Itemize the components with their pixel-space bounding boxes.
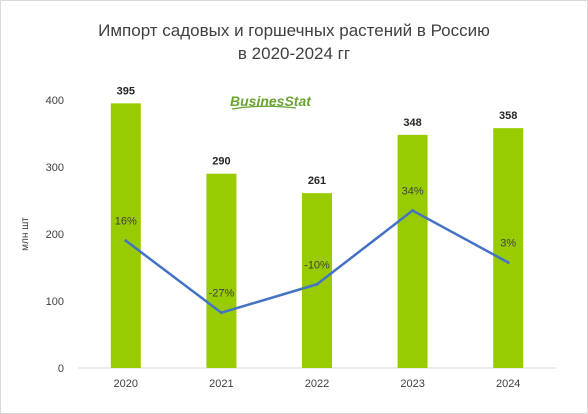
bar-value-label: 261 bbox=[308, 175, 326, 187]
growth-point bbox=[506, 260, 510, 264]
bar-value-label: 358 bbox=[499, 110, 517, 122]
bar bbox=[397, 134, 428, 368]
growth-label: 16% bbox=[115, 216, 137, 228]
y-tick-label: 0 bbox=[58, 363, 64, 375]
bar bbox=[206, 173, 237, 368]
growth-label: -27% bbox=[209, 288, 235, 300]
x-tick-label: 2020 bbox=[114, 378, 138, 390]
bar bbox=[493, 128, 524, 368]
y-tick-label: 100 bbox=[46, 296, 64, 308]
y-tick-label: 200 bbox=[46, 229, 64, 241]
chart-title-line1: Импорт садовых и горшечных растений в Ро… bbox=[98, 21, 490, 40]
growth-point bbox=[411, 209, 415, 213]
growth-point bbox=[315, 282, 319, 286]
x-tick-label: 2023 bbox=[400, 378, 424, 390]
x-tick-label: 2022 bbox=[305, 378, 329, 390]
y-tick-label: 400 bbox=[46, 95, 64, 107]
bar-value-label: 290 bbox=[212, 156, 230, 168]
businesstat-logo: BusinesStat bbox=[230, 93, 312, 109]
bar-value-label: 348 bbox=[403, 117, 421, 129]
growth-point bbox=[124, 239, 128, 243]
chart-title-line2: в 2020-2024 гг bbox=[237, 44, 351, 63]
bar bbox=[110, 103, 141, 368]
growth-label: 34% bbox=[402, 186, 424, 198]
growth-label: -10% bbox=[304, 259, 330, 271]
growth-label: 3% bbox=[500, 237, 516, 249]
bar bbox=[302, 193, 332, 368]
x-tick-label: 2024 bbox=[496, 378, 520, 390]
logo-swoosh bbox=[231, 105, 297, 110]
bar-value-label: 395 bbox=[117, 85, 135, 97]
growth-point bbox=[219, 311, 223, 315]
x-tick-label: 2021 bbox=[209, 378, 233, 390]
y-axis-label: млн шт bbox=[20, 217, 31, 251]
y-tick-label: 300 bbox=[46, 162, 64, 174]
